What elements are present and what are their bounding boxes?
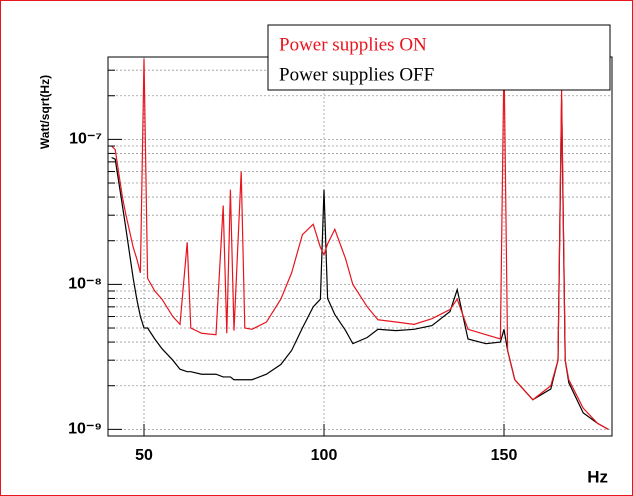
series-line bbox=[111, 58, 609, 430]
y-tick-label: 10⁻⁷ bbox=[69, 131, 102, 148]
grid bbox=[108, 57, 612, 436]
legend-label: Power supplies ON bbox=[279, 34, 427, 55]
legend-box bbox=[267, 24, 611, 91]
legend: Power supplies ON Power supplies OFF bbox=[267, 24, 611, 91]
x-tick-label: 100 bbox=[311, 447, 338, 464]
y-axis-label: Watt/sqrt(Hz) bbox=[38, 75, 52, 149]
y-tick-label: 10⁻⁹ bbox=[68, 421, 102, 438]
y-tick-label: 10⁻⁸ bbox=[68, 276, 102, 293]
ticks: 50 100 150 10⁻⁹ 10⁻⁸ 10⁻⁷ bbox=[68, 69, 518, 464]
legend-label: Power supplies OFF bbox=[279, 64, 434, 85]
x-axis-label: Hz bbox=[587, 467, 608, 486]
plot-area bbox=[111, 58, 609, 430]
x-tick-label: 150 bbox=[491, 447, 518, 464]
x-tick-label: 50 bbox=[135, 447, 153, 464]
